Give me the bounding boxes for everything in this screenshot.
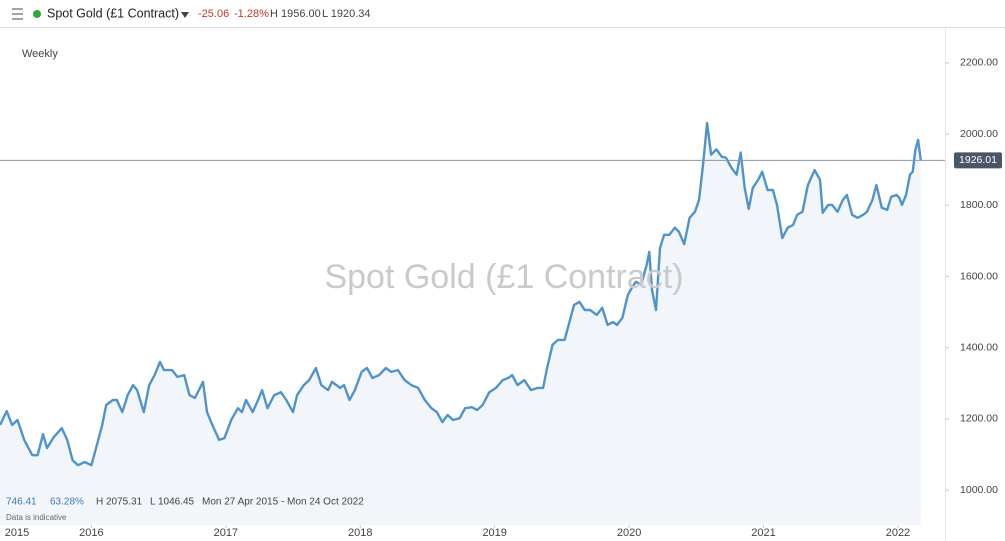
y-tick-label: 1400.00 bbox=[960, 341, 998, 353]
watermark: Spot Gold (£1 Contract) bbox=[324, 258, 683, 296]
low: L 1920.34 bbox=[322, 8, 371, 20]
y-tick-label: 1200.00 bbox=[960, 413, 998, 425]
status-dot bbox=[33, 10, 41, 18]
x-tick-label: 2019 bbox=[482, 527, 506, 539]
last-price-label: 1926.01 bbox=[959, 154, 997, 166]
info-note: Data is indicative bbox=[6, 513, 67, 522]
x-tick-label: 2021 bbox=[751, 527, 775, 539]
y-tick-label: 2000.00 bbox=[960, 128, 998, 140]
x-tick-label: 2020 bbox=[617, 527, 641, 539]
plot: 1000.00 1200.00 1400.00 1600.00 1800.00 2000.… bbox=[0, 28, 998, 541]
interval[interactable]: Weekly bbox=[22, 48, 58, 60]
info-low: L 1046.45 bbox=[150, 497, 195, 508]
info-last: 746.41 bbox=[6, 497, 37, 508]
y-tick-label: 1000.00 bbox=[960, 484, 998, 496]
change: -25.06 bbox=[198, 8, 229, 20]
x-tick-label: 2018 bbox=[348, 527, 372, 539]
info-high: H 2075.31 bbox=[96, 497, 143, 508]
last-price-tag bbox=[954, 152, 1002, 169]
y-tick-label: 2200.00 bbox=[960, 57, 998, 69]
high: H 1956.00 bbox=[270, 8, 321, 20]
x-tick-label: 2017 bbox=[214, 527, 238, 539]
menu-icon[interactable] bbox=[12, 8, 23, 20]
dropdown-caret[interactable] bbox=[181, 12, 189, 18]
x-tick-label: 2015 bbox=[5, 527, 29, 539]
y-tick-label: 1800.00 bbox=[960, 199, 998, 211]
y-tick-label: 1600.00 bbox=[960, 270, 998, 282]
x-tick-label: 2016 bbox=[79, 527, 103, 539]
price-line bbox=[0, 121, 922, 467]
info-pct: 63.28% bbox=[50, 497, 84, 508]
instrument-title[interactable]: Spot Gold (£1 Contract) bbox=[47, 6, 179, 20]
x-tick-label: 2022 bbox=[886, 527, 910, 539]
info-range: Mon 27 Apr 2015 - Mon 24 Oct 2022 bbox=[202, 497, 364, 508]
change-pct: -1.28% bbox=[234, 8, 269, 20]
